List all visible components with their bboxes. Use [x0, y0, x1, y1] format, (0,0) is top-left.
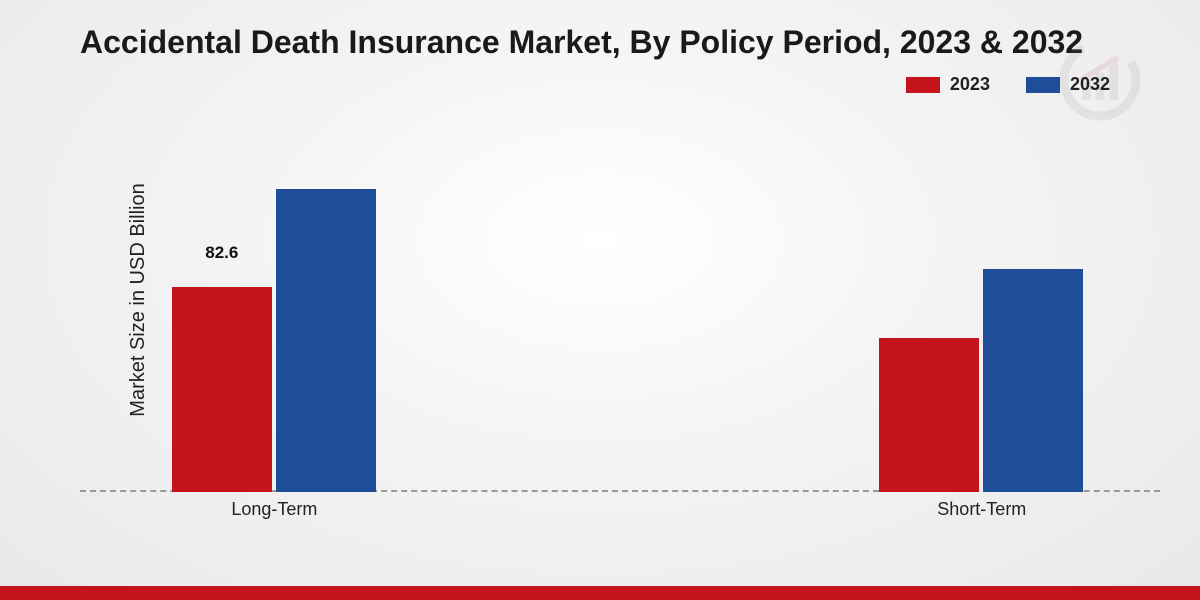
x-label-short-term: Short-Term	[937, 499, 1026, 520]
x-label-long-term: Long-Term	[231, 499, 317, 520]
bar-long-term-2032	[276, 189, 376, 492]
legend-label-2023: 2023	[950, 74, 990, 95]
chart-page: Accidental Death Insurance Market, By Po…	[0, 0, 1200, 600]
bar-value-long-term-2023: 82.6	[205, 243, 238, 263]
footer-bar	[0, 586, 1200, 600]
legend-swatch-2023	[906, 77, 940, 93]
bar-short-term-2023	[879, 338, 979, 492]
legend-item-2032: 2032	[1026, 74, 1110, 95]
plot-area: 82.6 Long-Term Short-Term	[80, 120, 1160, 520]
legend-swatch-2032	[1026, 77, 1060, 93]
legend-item-2023: 2023	[906, 74, 990, 95]
chart-title: Accidental Death Insurance Market, By Po…	[80, 24, 1083, 61]
legend-label-2032: 2032	[1070, 74, 1110, 95]
bar-long-term-2023	[172, 287, 272, 492]
bar-short-term-2032	[983, 269, 1083, 492]
legend: 2023 2032	[0, 74, 1110, 95]
